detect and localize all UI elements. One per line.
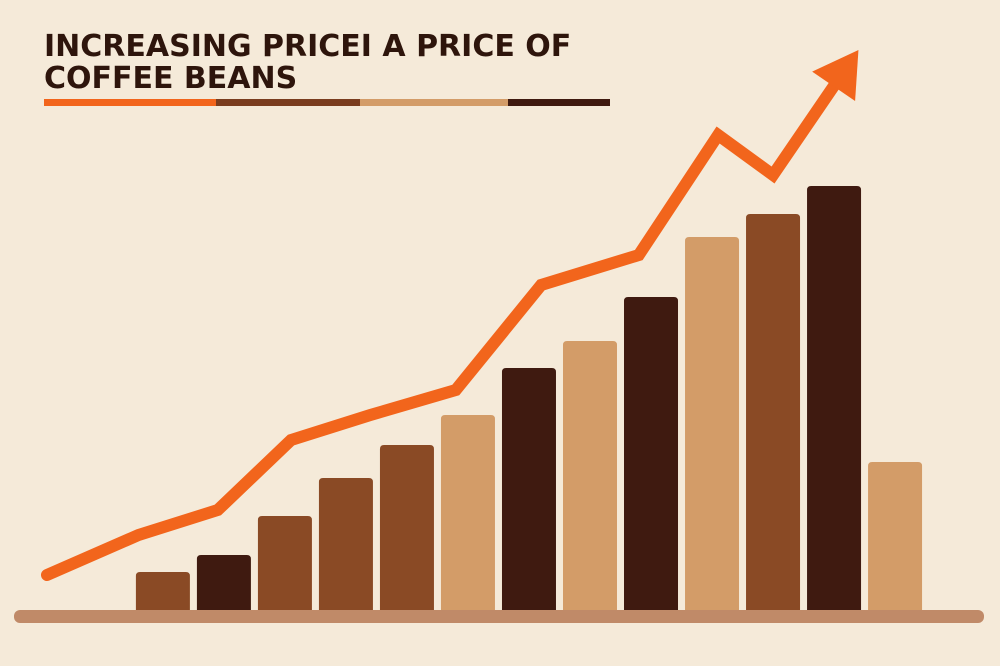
title-underline: [44, 99, 610, 106]
chart-title: COFFEE BEANS: [44, 61, 297, 96]
bar: [562, 341, 617, 610]
bar: [501, 368, 556, 610]
baseline: [14, 610, 984, 623]
trend-arrowhead: [812, 50, 859, 101]
bar: [257, 516, 312, 610]
bar: [746, 214, 801, 610]
bar: [624, 297, 679, 610]
bar: [685, 237, 740, 610]
bar: [196, 555, 251, 610]
chart-title: INCREASING PRICEI A PRICE OF: [44, 29, 571, 64]
bar: [807, 186, 862, 610]
trend-line: [40, 68, 848, 581]
bar: [135, 572, 190, 610]
bar: [379, 445, 434, 610]
bar: [440, 415, 495, 610]
bar: [318, 478, 373, 610]
bar: [868, 462, 923, 610]
